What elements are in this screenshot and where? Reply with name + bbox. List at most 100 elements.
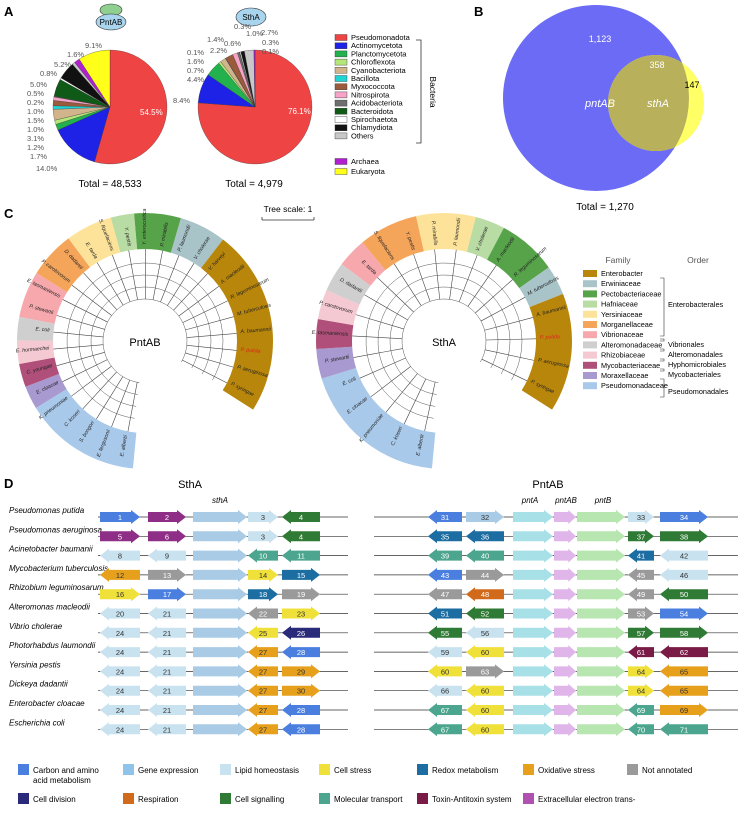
gene-arrow xyxy=(428,548,462,563)
tree-leaf-label: E. hormaechei xyxy=(16,345,51,354)
tree-arc xyxy=(90,286,200,395)
gene-arrow xyxy=(513,606,553,621)
pie-slice-pseudomonadota xyxy=(197,49,313,165)
tree-leaf-label: A. baumannii xyxy=(239,327,272,336)
tree-scale-label: Tree scale: 1 xyxy=(264,204,313,214)
gene-number: 27 xyxy=(259,667,267,676)
family-label: Yersiniaceae xyxy=(601,310,643,319)
gene-arrow xyxy=(513,683,553,698)
gene-arrow xyxy=(282,664,320,679)
legend-swatch xyxy=(334,168,348,175)
gene-arrow xyxy=(148,567,186,582)
family-label: Pseudomonadaceae xyxy=(601,381,668,390)
family-swatch xyxy=(583,351,597,359)
family-swatch xyxy=(583,310,597,318)
tree-branch xyxy=(128,250,138,300)
tree-branch xyxy=(71,284,112,316)
function-swatch xyxy=(523,764,534,775)
gene-arrow xyxy=(148,529,186,544)
gene-number: 16 xyxy=(116,590,124,599)
gene-arrow xyxy=(148,645,186,660)
venn-diagram: 1,123 358 147 pntAB sthA xyxy=(503,5,704,191)
gene-number: 64 xyxy=(637,667,645,676)
order-bracket xyxy=(660,338,665,342)
panel-label-b: B xyxy=(474,4,483,19)
function-swatch xyxy=(18,793,29,804)
gene-arrow xyxy=(100,510,140,524)
gene-arrow xyxy=(100,587,140,602)
tree-leaf-label: Y. pestis xyxy=(123,227,132,248)
gene-arrow xyxy=(577,606,625,621)
gene-number: 17 xyxy=(163,590,171,599)
family-wedge xyxy=(19,357,60,387)
family-wedge xyxy=(110,213,138,253)
family-wedge xyxy=(68,217,121,268)
pie-label: 0.7% xyxy=(187,66,204,75)
gene-number: 71 xyxy=(680,725,688,734)
gene-arrow xyxy=(282,567,320,582)
tree-branch xyxy=(178,285,220,317)
species-label: Mycobacterium tuberculosis xyxy=(9,564,108,573)
gene-number: 67 xyxy=(441,725,449,734)
pie-label: 2.2% xyxy=(210,46,227,55)
function-swatch xyxy=(123,764,134,775)
order-bracket xyxy=(660,277,665,337)
gene-number: 36 xyxy=(481,532,489,541)
tree-branch xyxy=(413,254,431,302)
gene-arrow xyxy=(660,510,708,524)
tree-branch xyxy=(481,358,528,382)
family-label: Pectobacteriaceae xyxy=(601,289,661,298)
tree-arc xyxy=(365,262,523,419)
order-label: Hyphomicrobiales xyxy=(668,360,726,369)
pie-chart-pntab xyxy=(52,49,168,165)
gene-number: 65 xyxy=(680,687,688,696)
gene-arrow xyxy=(282,587,320,602)
gene-number: 24 xyxy=(116,648,124,657)
venn-sth-only: 147 xyxy=(684,80,699,90)
tree-branch xyxy=(53,331,104,338)
panel-label-c: C xyxy=(4,206,14,221)
gene-number: 21 xyxy=(163,667,171,676)
gene-arrow xyxy=(428,664,462,679)
gene-number: 27 xyxy=(259,648,267,657)
legend-label: Cyanobacteriota xyxy=(351,66,406,75)
gene-arrow xyxy=(193,625,247,640)
gene-arrow xyxy=(577,683,625,698)
gene-number: 58 xyxy=(680,629,688,638)
gene-number: 23 xyxy=(297,610,305,619)
gene-number: 35 xyxy=(441,532,449,541)
gene-number: 21 xyxy=(163,687,171,696)
pie-label: 0.3% xyxy=(234,22,251,31)
tree-branch xyxy=(56,315,105,330)
tree-branch xyxy=(393,263,422,306)
gene-number: 55 xyxy=(441,629,449,638)
tree-leaf-label: P. mirabilis xyxy=(430,221,439,247)
gene-arrow xyxy=(628,625,654,640)
pie-pntab-total: Total = 48,533 xyxy=(78,179,142,190)
family-swatch xyxy=(583,361,597,369)
pie-stha-outer-labels: 0.3% 2.7% 1.0% 0.3% 0.1% 0.6% 1.4% 2.2% … xyxy=(173,22,311,116)
function-swatch xyxy=(220,764,231,775)
tree-branch xyxy=(173,273,208,311)
family-label: Alteromonadaceae xyxy=(601,340,662,349)
legend-swatch xyxy=(334,108,348,115)
gene-number: 5 xyxy=(118,532,122,541)
gene-arrow xyxy=(193,664,247,679)
species-label: Photorhabdus laumondii xyxy=(9,641,96,650)
family-wedge xyxy=(519,267,564,308)
gene-number: 24 xyxy=(116,706,124,715)
legend-swatch xyxy=(334,132,348,140)
tree-branch xyxy=(182,300,228,323)
tree-branch xyxy=(359,357,406,379)
tree-branch xyxy=(370,366,411,398)
gene-arrow xyxy=(148,548,186,563)
gene-number: 64 xyxy=(637,687,645,696)
gene-number: 26 xyxy=(297,629,305,638)
gene-number: 69 xyxy=(637,706,645,715)
pie-label: 5.2% xyxy=(54,60,71,69)
legend-swatch xyxy=(334,75,348,82)
tree-branch xyxy=(485,338,536,341)
tree-branch xyxy=(475,279,513,314)
family-wedge xyxy=(416,213,476,252)
legend-label: Pseudomonadota xyxy=(351,33,411,42)
